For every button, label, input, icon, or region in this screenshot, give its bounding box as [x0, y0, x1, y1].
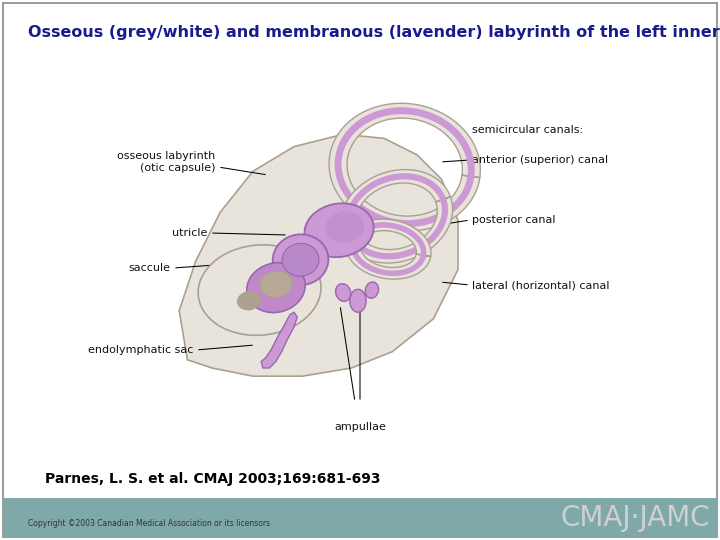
Polygon shape: [261, 312, 297, 368]
Ellipse shape: [350, 289, 366, 312]
Ellipse shape: [198, 245, 321, 335]
Text: utricle: utricle: [171, 228, 207, 238]
Text: Copyright ©2003 Canadian Medical Association or its licensors: Copyright ©2003 Canadian Medical Associa…: [28, 519, 270, 528]
Text: Osseous (grey/white) and membranous (lavender) labyrinth of the left inner ear: Osseous (grey/white) and membranous (lav…: [28, 25, 720, 40]
Ellipse shape: [365, 282, 379, 298]
Polygon shape: [179, 134, 458, 376]
Text: Parnes, L. S. et al. CMAJ 2003;169:681-693: Parnes, L. S. et al. CMAJ 2003;169:681-6…: [45, 472, 380, 486]
Text: lateral (horizontal) canal: lateral (horizontal) canal: [472, 280, 610, 290]
Ellipse shape: [260, 271, 292, 298]
Text: endolymphatic sac: endolymphatic sac: [88, 345, 193, 355]
Text: saccule: saccule: [128, 263, 170, 273]
Ellipse shape: [336, 284, 351, 301]
Ellipse shape: [247, 262, 305, 313]
Polygon shape: [329, 103, 480, 231]
Polygon shape: [346, 219, 431, 279]
Ellipse shape: [282, 244, 319, 276]
Text: anterior (superior) canal: anterior (superior) canal: [472, 155, 608, 165]
Text: semicircular canals:: semicircular canals:: [472, 125, 583, 135]
Text: ampullae: ampullae: [334, 422, 386, 432]
Ellipse shape: [325, 211, 364, 242]
Text: CMAJ·JAMC: CMAJ·JAMC: [560, 504, 710, 531]
Ellipse shape: [305, 203, 374, 257]
Ellipse shape: [238, 292, 261, 310]
Text: osseous labyrinth
(otic capsule): osseous labyrinth (otic capsule): [117, 151, 215, 173]
Bar: [3, 498, 717, 537]
Polygon shape: [341, 170, 453, 263]
Ellipse shape: [273, 234, 328, 285]
Text: posterior canal: posterior canal: [472, 215, 556, 225]
